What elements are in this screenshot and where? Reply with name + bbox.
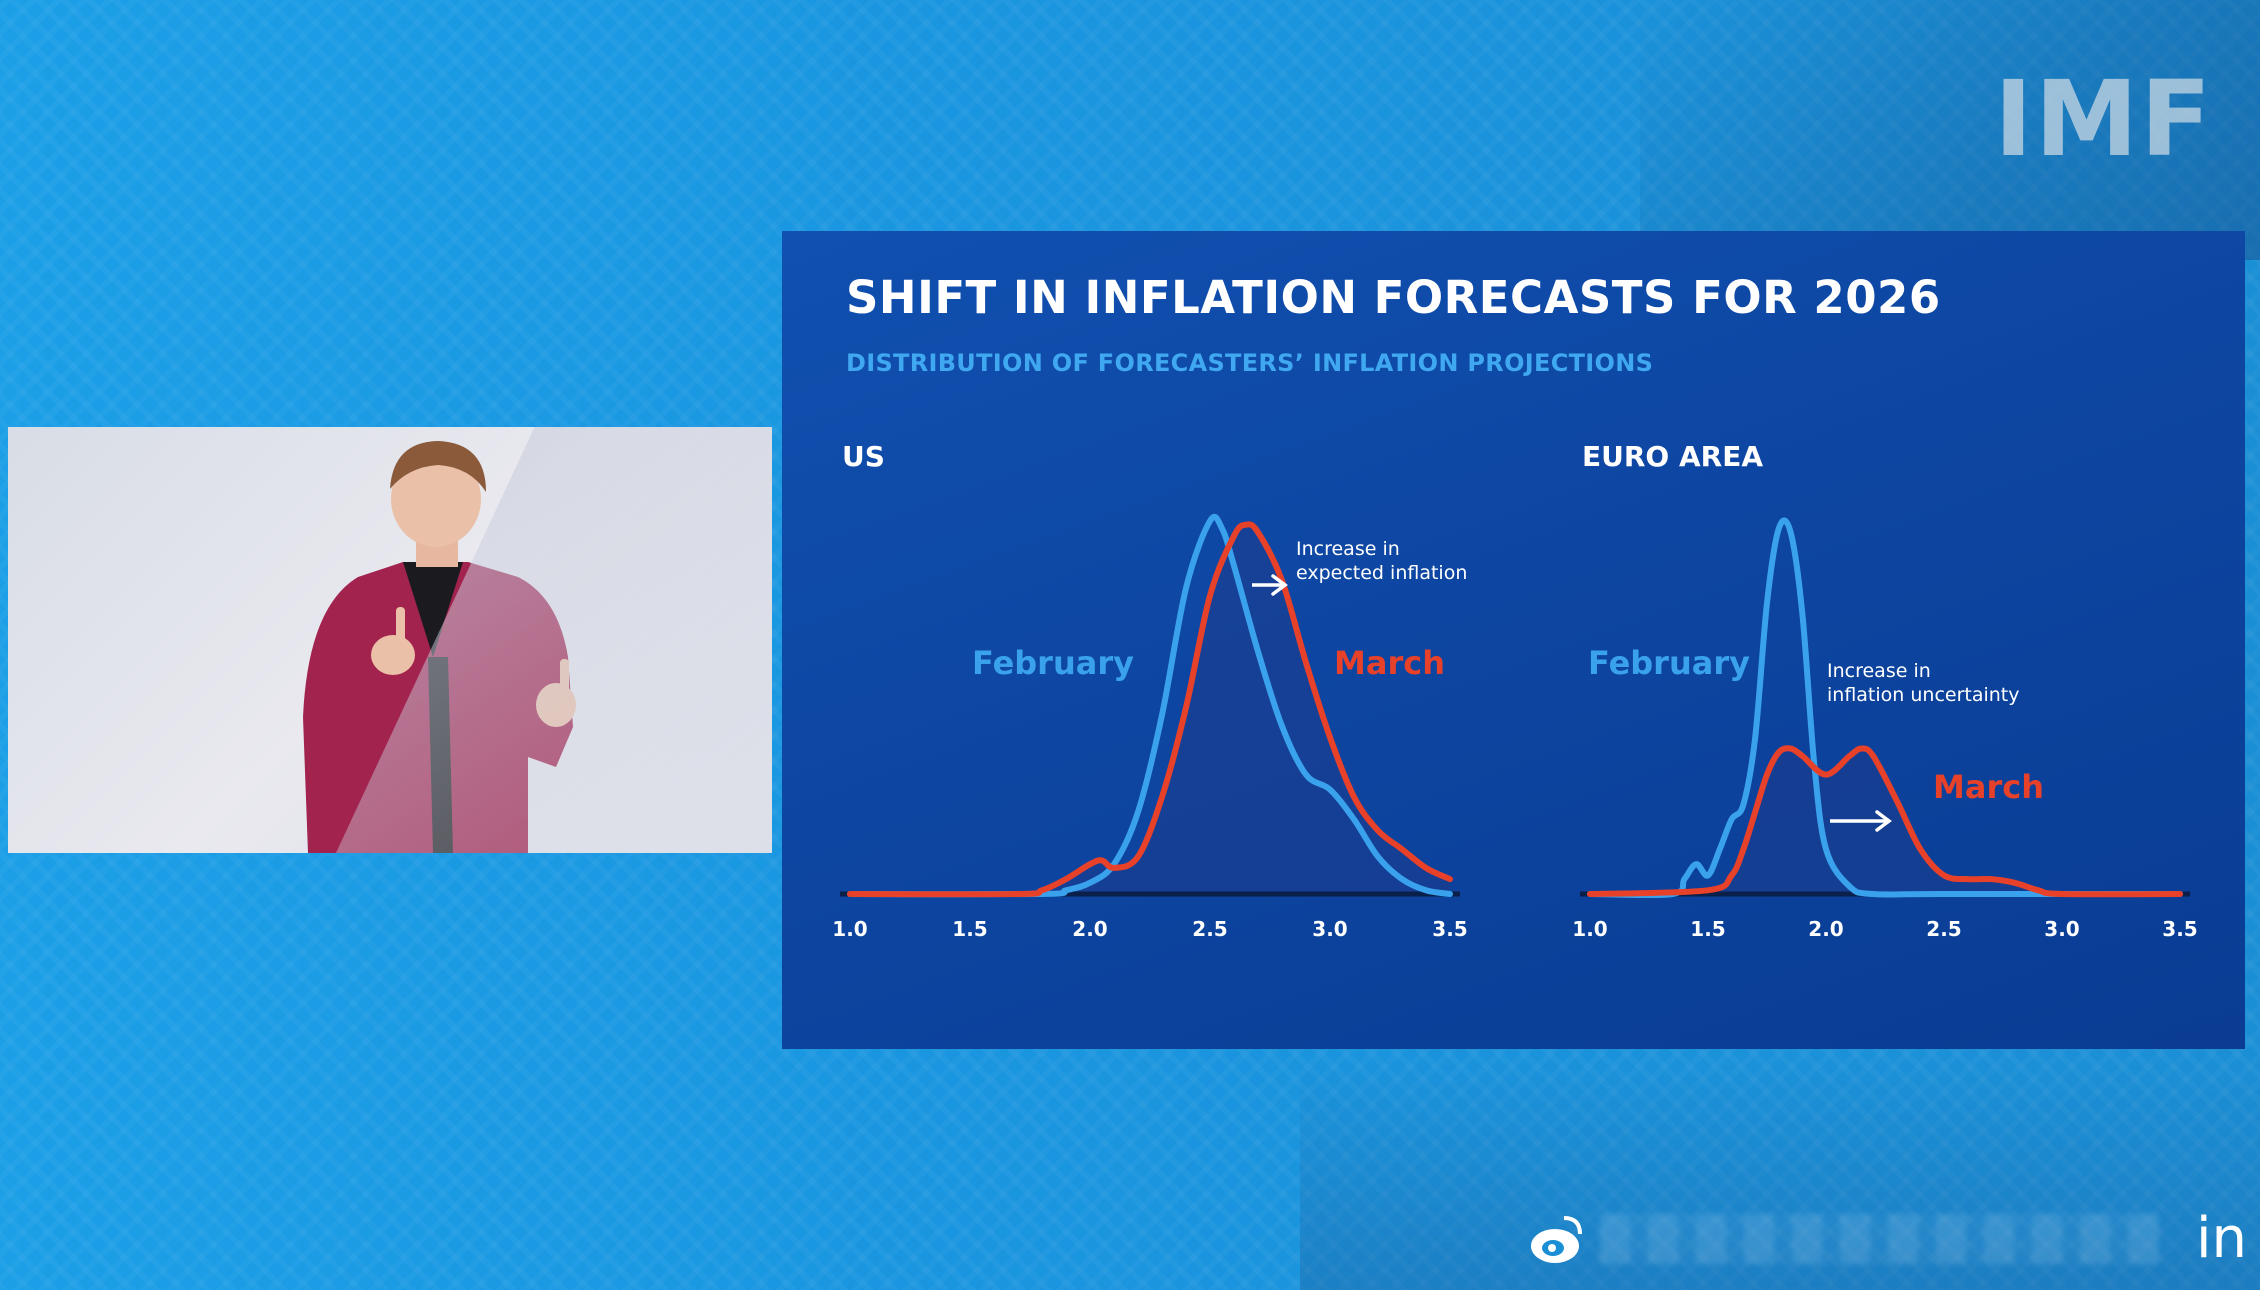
annotation-arrow-head xyxy=(1271,574,1288,596)
x-tick-label: 1.0 xyxy=(1572,917,1607,941)
series-line-february xyxy=(847,513,1453,898)
background-photo-top xyxy=(1640,0,2260,260)
chart-us: US 1.0 1.5 2.0 2.5 3.0 3.5 February March Increas… xyxy=(832,440,1467,941)
x-tick-label: 2.0 xyxy=(1072,917,1107,941)
annotation-text: Increase in xyxy=(1296,538,1400,560)
slide: SHIFT IN INFLATION FORECASTS FOR 2026 DI… xyxy=(782,231,2245,1049)
x-tick-label: 2.5 xyxy=(1192,917,1227,941)
series-line-march xyxy=(847,521,1453,898)
x-tick-label: 1.0 xyxy=(832,917,867,941)
watermark-text-blurred xyxy=(1600,1214,2160,1264)
series-label-february: February xyxy=(1588,644,1750,682)
speaker-video-panel xyxy=(8,427,772,853)
weibo-watermark-icon xyxy=(1531,1216,1582,1263)
annotation-arrow-head xyxy=(1875,810,1892,832)
annotation-text: inflation uncertainty xyxy=(1827,684,2020,706)
x-tick-label: 3.0 xyxy=(1312,917,1347,941)
x-tick-label: 3.0 xyxy=(2044,917,2079,941)
charts-area: US 1.0 1.5 2.0 2.5 3.0 3.5 February March Increas… xyxy=(832,440,2197,941)
corner-label: in xyxy=(2196,1206,2248,1271)
march-area-fill xyxy=(850,524,1450,895)
imf-logo: IMF xyxy=(1994,58,2214,180)
series-label-march: March xyxy=(1933,768,2044,806)
x-tick-label: 3.5 xyxy=(2162,917,2197,941)
annotation-text: expected inflation xyxy=(1296,562,1467,584)
background-photo-bottom xyxy=(1300,1060,2260,1290)
series-line-march xyxy=(1587,745,2183,898)
series-line-february xyxy=(1587,517,2183,899)
slide-title: SHIFT IN INFLATION FORECASTS FOR 2026 xyxy=(846,271,1941,324)
chart-title: EURO AREA xyxy=(1582,440,1763,473)
chart-title: US xyxy=(842,440,885,473)
x-tick-label: 1.5 xyxy=(1690,917,1725,941)
chart-euro-area: EURO AREA 1.0 1.5 2.0 2.5 3.0 3.5 February March… xyxy=(1572,440,2197,941)
slide-subtitle: DISTRIBUTION OF FORECASTERS’ INFLATION P… xyxy=(846,349,1654,377)
x-tick-label: 3.5 xyxy=(1432,917,1467,941)
x-tick-label: 1.5 xyxy=(952,917,987,941)
series-label-march: March xyxy=(1334,644,1445,682)
series-label-february: February xyxy=(972,644,1134,682)
x-tick-label: 2.5 xyxy=(1926,917,1961,941)
annotation-text: Increase in xyxy=(1827,660,1931,682)
x-tick-label: 2.0 xyxy=(1808,917,1843,941)
